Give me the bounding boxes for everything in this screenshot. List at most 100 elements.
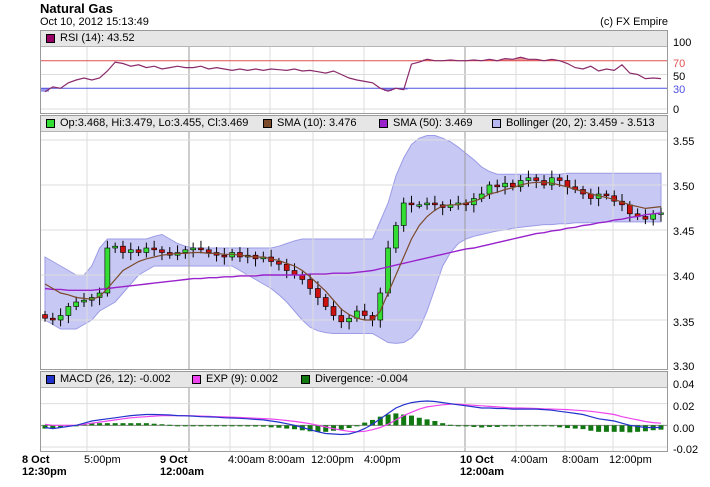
- divergence-bar: [533, 425, 539, 427]
- exp-line: [44, 403, 662, 433]
- x-tick-label: 9 Oct 12:00am: [160, 454, 205, 478]
- candle-body: [151, 247, 157, 251]
- rsi-tick: 50: [673, 71, 686, 83]
- macd-tick: 0.02: [673, 401, 695, 413]
- x-tick-label: 10 Oct 12:00am: [460, 454, 505, 478]
- divergence-bar: [486, 425, 492, 427]
- price-tick: 3.40: [673, 271, 695, 283]
- divergence-bar: [557, 425, 563, 428]
- candle-body: [205, 249, 212, 253]
- divergence-swatch: [301, 374, 310, 384]
- candle-body: [486, 184, 493, 195]
- bollinger-legend-item: Bollinger (20, 2): 3.459 - 3.513: [492, 117, 655, 129]
- candle-body: [104, 247, 111, 294]
- divergence-bar: [627, 425, 633, 433]
- exp-swatch: [192, 374, 201, 384]
- price-tick: 3.30: [673, 361, 695, 373]
- divergence-bar: [502, 425, 508, 427]
- candle-body: [135, 249, 142, 253]
- candle-body: [322, 297, 329, 307]
- rsi-overbought-fill: [516, 57, 525, 61]
- divergence-bar: [369, 419, 375, 426]
- candle-body: [221, 254, 228, 258]
- divergence-bar: [603, 425, 609, 432]
- rsi-overbought-fill: [501, 58, 510, 61]
- candle-body: [159, 249, 165, 253]
- divergence-bar: [221, 425, 227, 427]
- candle-body: [42, 314, 48, 319]
- divergence-bar: [385, 414, 391, 426]
- divergence-bar: [260, 425, 266, 427]
- rsi-overbought-fill: [508, 59, 517, 61]
- divergence-bar: [284, 425, 290, 429]
- rsi-tick: 100: [673, 37, 692, 49]
- candle-body: [642, 216, 649, 220]
- candle-body: [330, 306, 337, 316]
- divergence-bar: [50, 425, 56, 429]
- divergence-legend-label: Divergence: -0.004: [315, 373, 408, 385]
- candle-body: [198, 247, 204, 251]
- divergence-bar: [471, 425, 477, 427]
- candle-body: [346, 317, 352, 323]
- price-tick: 3.55: [673, 136, 695, 148]
- rsi-overbought-fill: [547, 59, 556, 61]
- divergence-bar: [362, 422, 368, 426]
- rsi-tick: 30: [673, 84, 686, 96]
- candle-body: [627, 204, 633, 215]
- divergence-bar: [128, 423, 134, 426]
- divergence-bar: [237, 425, 243, 427]
- divergence-bar: [323, 425, 329, 432]
- candle-body: [400, 202, 407, 226]
- candle-body: [424, 202, 430, 206]
- divergence-bar: [510, 425, 516, 427]
- candle-body: [73, 301, 79, 307]
- candle-body: [276, 261, 282, 265]
- macd-swatch: [46, 374, 55, 384]
- macd-legend: MACD (26, 12): -0.002 EXP (9): 0.002 Div…: [41, 372, 667, 388]
- candle-body: [338, 315, 345, 323]
- candle-body: [416, 204, 423, 207]
- sma50-legend-label: SMA (50): 3.469: [393, 117, 473, 129]
- divergence-bar: [580, 425, 586, 430]
- divergence-bar: [112, 423, 118, 426]
- divergence-bar: [175, 425, 181, 427]
- divergence-bar: [159, 424, 165, 426]
- divergence-bar: [253, 425, 259, 427]
- price-tick: 3.45: [673, 226, 695, 238]
- x-tick-label: 12:00pm: [311, 454, 354, 466]
- rsi-overbought-fill: [485, 59, 494, 61]
- x-tick-label: 4:00am: [511, 454, 548, 466]
- divergence-bar: [447, 424, 453, 426]
- ohlc-swatch: [46, 118, 55, 128]
- candle-body: [49, 317, 56, 321]
- macd-panel: MACD (26, 12): -0.002 EXP (9): 0.002 Div…: [40, 371, 668, 452]
- rsi-legend-label: RSI (14): 43.52: [60, 32, 135, 44]
- x-tick-label: 4:00am: [228, 454, 265, 466]
- candle-body: [361, 310, 368, 316]
- divergence-bar: [167, 424, 173, 426]
- ohlc-legend-label: Op:3.468, Hi:3.479, Lo:3.455, Cl:3.469: [60, 117, 249, 129]
- divergence-bar: [377, 416, 383, 426]
- rsi-legend-item: RSI (14): 43.52: [46, 32, 135, 44]
- divergence-bar: [408, 415, 414, 426]
- divergence-bar: [432, 421, 438, 426]
- divergence-legend-item: Divergence: -0.004: [301, 373, 408, 385]
- divergence-bar: [97, 423, 103, 426]
- candle-body: [57, 315, 64, 321]
- divergence-bar: [136, 423, 142, 426]
- macd-tick: 0.00: [673, 423, 695, 435]
- candle-body: [432, 202, 438, 206]
- divergence-bar: [611, 425, 617, 432]
- divergence-bar: [190, 425, 196, 427]
- rsi-oversold-fill: [41, 88, 49, 92]
- macd-tick: -0.02: [673, 444, 699, 456]
- candle-body: [393, 225, 399, 249]
- divergence-bar: [354, 425, 360, 427]
- candle-body: [510, 182, 516, 188]
- divergence-bar: [401, 414, 407, 426]
- candle-body: [517, 180, 524, 188]
- rsi-legend: RSI (14): 43.52: [41, 31, 667, 47]
- divergence-bar: [307, 425, 313, 432]
- candle-body: [549, 177, 555, 186]
- price-plot: [41, 132, 667, 369]
